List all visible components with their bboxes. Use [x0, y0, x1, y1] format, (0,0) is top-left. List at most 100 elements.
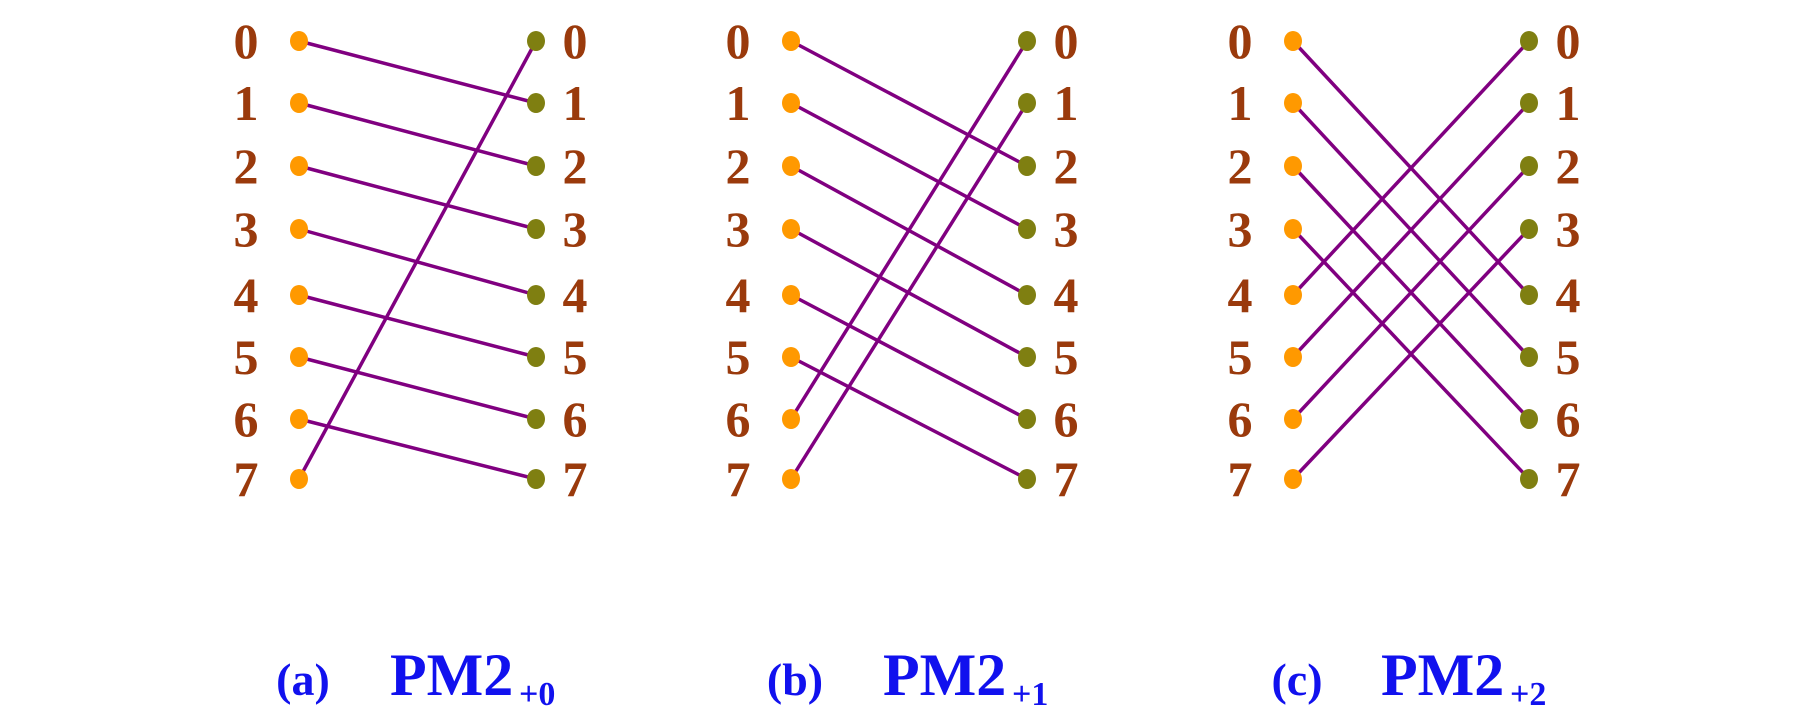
dest-node-a-7: [527, 469, 545, 489]
dest-label-c-0: 0: [1556, 13, 1581, 69]
source-label-b-3: 3: [726, 201, 751, 257]
wire-b-0-to-2: [790, 39, 1028, 168]
dest-node-a-3: [527, 219, 545, 239]
source-node-a-5: [290, 347, 308, 367]
source-node-c-1: [1284, 93, 1302, 113]
dest-label-b-4: 4: [1054, 267, 1079, 323]
caption-subscript-a: +0: [519, 676, 555, 713]
wire-b-5-to-7: [790, 355, 1028, 481]
source-node-b-6: [782, 409, 800, 429]
wire-c-7-to-3: [1291, 227, 1531, 481]
source-node-a-3: [290, 219, 308, 239]
source-node-b-5: [782, 347, 800, 367]
panel-c: 0 01 12 23 34 45 56 67 7(c) PM2 +2: [1228, 13, 1581, 713]
source-label-b-6: 6: [726, 391, 751, 447]
dest-label-c-6: 6: [1556, 391, 1581, 447]
wire-a-7-to-0: [297, 40, 538, 480]
dest-node-a-6: [527, 409, 545, 429]
dest-node-b-2: [1018, 156, 1036, 176]
source-label-c-7: 7: [1228, 451, 1253, 507]
source-label-a-0: 0: [234, 13, 259, 69]
source-label-b-0: 0: [726, 13, 751, 69]
wire-b-1-to-3: [790, 101, 1028, 231]
dest-label-c-4: 4: [1556, 267, 1581, 323]
source-label-a-1: 1: [234, 75, 259, 131]
source-label-c-4: 4: [1228, 267, 1253, 323]
source-node-a-0: [290, 31, 308, 51]
dest-node-b-3: [1018, 219, 1036, 239]
source-label-a-2: 2: [234, 138, 259, 194]
dest-label-c-5: 5: [1556, 329, 1581, 385]
dest-node-c-7: [1520, 469, 1538, 489]
dest-label-a-6: 6: [563, 391, 588, 447]
dest-label-a-4: 4: [563, 267, 588, 323]
source-label-a-3: 3: [234, 201, 259, 257]
wire-a-4-to-5: [298, 293, 537, 359]
source-label-c-3: 3: [1228, 201, 1253, 257]
dest-label-b-2: 2: [1054, 138, 1079, 194]
source-label-b-4: 4: [726, 267, 751, 323]
wire-a-1-to-2: [298, 101, 537, 168]
dest-label-b-5: 5: [1054, 329, 1079, 385]
caption-letter-c: (c): [1271, 654, 1322, 705]
caption-subscript-c: +2: [1510, 676, 1546, 713]
dest-node-b-4: [1018, 285, 1036, 305]
source-node-a-4: [290, 285, 308, 305]
wire-b-6-to-0: [789, 40, 1029, 420]
caption-label-a: PM2: [390, 642, 513, 708]
source-label-a-7: 7: [234, 451, 259, 507]
dest-node-b-1: [1018, 93, 1036, 113]
source-node-b-3: [782, 219, 800, 239]
source-node-c-0: [1284, 31, 1302, 51]
source-label-a-5: 5: [234, 329, 259, 385]
dest-node-b-5: [1018, 347, 1036, 367]
dest-node-a-5: [527, 347, 545, 367]
dest-node-c-4: [1520, 285, 1538, 305]
source-node-a-2: [290, 156, 308, 176]
source-label-a-4: 4: [234, 267, 259, 323]
dest-label-c-1: 1: [1556, 75, 1581, 131]
dest-node-a-0: [527, 31, 545, 51]
source-node-c-3: [1284, 219, 1302, 239]
source-label-c-6: 6: [1228, 391, 1253, 447]
source-node-b-1: [782, 93, 800, 113]
dest-label-a-5: 5: [563, 329, 588, 385]
dest-node-c-1: [1520, 93, 1538, 113]
panel-b: 0 01 12 23 34 45 56 67 7(b) PM2 +1: [726, 13, 1079, 713]
wire-b-4-to-6: [790, 293, 1028, 421]
dest-label-c-2: 2: [1556, 138, 1581, 194]
dest-label-a-2: 2: [563, 138, 588, 194]
dest-node-b-0: [1018, 31, 1036, 51]
source-label-b-1: 1: [726, 75, 751, 131]
dest-label-a-7: 7: [563, 451, 588, 507]
dest-label-b-6: 6: [1054, 391, 1079, 447]
dest-label-b-0: 0: [1054, 13, 1079, 69]
wire-a-0-to-1: [298, 39, 537, 105]
dest-label-b-3: 3: [1054, 201, 1079, 257]
dest-node-a-4: [527, 285, 545, 305]
dest-label-c-7: 7: [1556, 451, 1581, 507]
dest-label-b-1: 1: [1054, 75, 1079, 131]
source-node-b-0: [782, 31, 800, 51]
source-node-c-7: [1284, 469, 1302, 489]
wire-a-5-to-6: [298, 355, 537, 421]
dest-node-c-6: [1520, 409, 1538, 429]
caption-letter-b: (b): [767, 654, 823, 705]
dest-node-b-7: [1018, 469, 1036, 489]
caption-label-b: PM2: [883, 642, 1006, 708]
caption-letter-a: (a): [276, 654, 330, 705]
source-label-c-5: 5: [1228, 329, 1253, 385]
dest-node-a-2: [527, 156, 545, 176]
source-node-a-1: [290, 93, 308, 113]
panel-a: 0 01 12 23 34 45 56 67 7(a) PM2 +0: [234, 13, 588, 713]
dest-label-a-1: 1: [563, 75, 588, 131]
dest-node-a-1: [527, 93, 545, 113]
dest-node-c-3: [1520, 219, 1538, 239]
wire-b-7-to-1: [789, 102, 1029, 480]
source-label-c-0: 0: [1228, 13, 1253, 69]
source-node-c-5: [1284, 347, 1302, 367]
caption-subscript-b: +1: [1012, 676, 1048, 713]
wire-a-2-to-3: [298, 164, 537, 231]
dest-node-b-6: [1018, 409, 1036, 429]
